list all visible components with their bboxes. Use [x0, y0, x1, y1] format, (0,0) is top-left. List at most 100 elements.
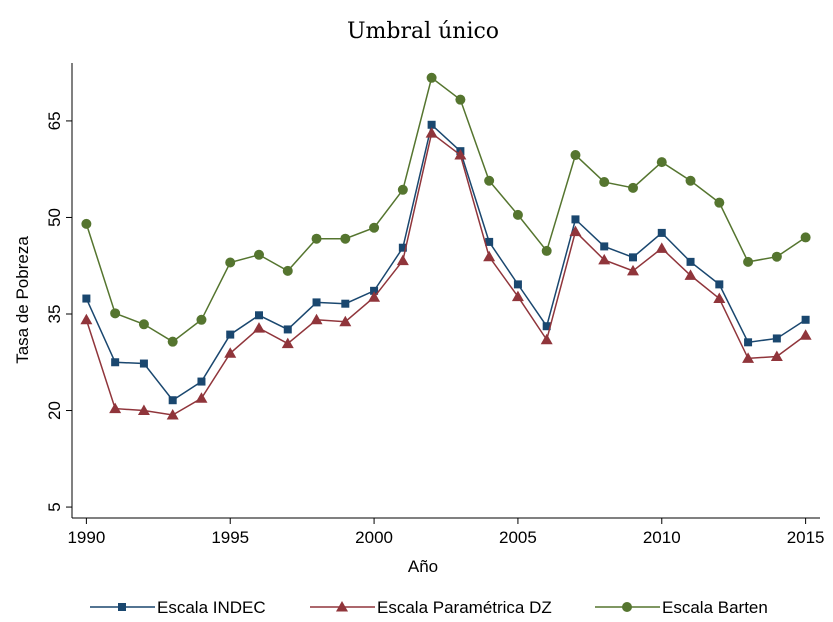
marker — [513, 280, 522, 289]
marker — [541, 245, 552, 256]
x-tick-label: 2005 — [499, 528, 537, 547]
marker — [281, 337, 294, 349]
series-line — [85, 76, 807, 343]
marker — [485, 237, 494, 246]
marker — [511, 290, 524, 302]
marker — [138, 319, 149, 330]
marker — [800, 232, 811, 243]
marker — [109, 402, 122, 414]
marker — [166, 409, 179, 420]
marker — [82, 294, 91, 303]
marker — [425, 127, 438, 138]
marker — [540, 333, 553, 345]
marker — [655, 242, 668, 253]
y-tick-label: 35 — [45, 305, 64, 324]
marker — [715, 280, 724, 289]
marker — [80, 313, 93, 325]
marker — [118, 603, 126, 611]
marker — [742, 352, 755, 363]
y-axis-label: Tasa de Pobreza — [13, 236, 32, 364]
marker — [772, 334, 781, 343]
x-tick-label: 2010 — [643, 528, 681, 547]
x-axis-label: Año — [408, 557, 438, 576]
marker — [569, 225, 582, 237]
marker — [743, 256, 754, 267]
marker — [771, 251, 782, 262]
marker — [685, 175, 696, 186]
marker — [254, 249, 264, 260]
marker — [369, 222, 380, 233]
marker — [368, 291, 381, 302]
marker — [744, 338, 753, 347]
marker — [197, 377, 206, 386]
marker — [225, 257, 236, 268]
marker — [656, 157, 667, 168]
marker — [110, 308, 121, 319]
x-tick-label: 1995 — [211, 528, 249, 547]
marker — [137, 404, 150, 416]
marker — [341, 299, 350, 308]
marker — [196, 314, 207, 325]
marker — [571, 215, 580, 224]
marker — [139, 359, 148, 368]
marker — [312, 298, 321, 307]
marker — [370, 286, 379, 295]
marker — [340, 233, 351, 244]
marker — [799, 329, 812, 340]
marker — [426, 72, 437, 83]
marker — [686, 257, 695, 266]
marker — [427, 120, 436, 129]
marker — [310, 313, 323, 325]
marker — [455, 94, 466, 105]
marker — [600, 242, 609, 251]
marker — [628, 182, 638, 193]
marker — [483, 250, 496, 262]
marker — [454, 149, 467, 160]
legend-label: Escala INDEC — [157, 598, 266, 617]
marker — [770, 350, 783, 361]
marker — [627, 264, 639, 276]
marker — [282, 265, 293, 276]
marker — [226, 330, 235, 339]
legend-label: Escala Paramétrica DZ — [377, 598, 552, 617]
legend-label: Escala Barten — [662, 598, 768, 617]
marker — [311, 233, 322, 244]
marker — [397, 184, 408, 195]
marker — [622, 602, 632, 612]
chart-title: Umbral único — [347, 19, 499, 44]
marker — [713, 292, 726, 304]
marker — [195, 392, 208, 403]
y-tick-label: 50 — [45, 208, 64, 227]
marker — [598, 253, 611, 265]
marker — [283, 325, 292, 334]
marker — [396, 254, 409, 266]
marker — [81, 218, 92, 229]
marker — [657, 228, 666, 237]
y-tick-label: 20 — [45, 401, 64, 420]
series-line — [85, 123, 807, 402]
marker — [512, 209, 523, 220]
marker — [255, 311, 263, 320]
marker — [599, 177, 610, 188]
x-tick-label: 1990 — [67, 528, 105, 547]
y-tick-label: 65 — [45, 111, 64, 130]
marker — [168, 396, 177, 405]
marker — [111, 358, 120, 367]
marker — [801, 315, 810, 324]
marker — [684, 269, 697, 280]
marker — [253, 322, 265, 333]
x-tick-label: 2000 — [355, 528, 393, 547]
marker — [398, 243, 407, 252]
x-tick-label: 2015 — [787, 528, 825, 547]
series-line — [85, 131, 807, 416]
marker — [339, 315, 352, 327]
marker — [224, 347, 237, 358]
marker — [336, 601, 348, 612]
marker — [570, 150, 581, 161]
marker — [167, 336, 178, 347]
marker — [484, 175, 495, 186]
marker — [542, 322, 551, 331]
y-tick-label: 5 — [45, 502, 64, 511]
marker — [714, 197, 725, 208]
